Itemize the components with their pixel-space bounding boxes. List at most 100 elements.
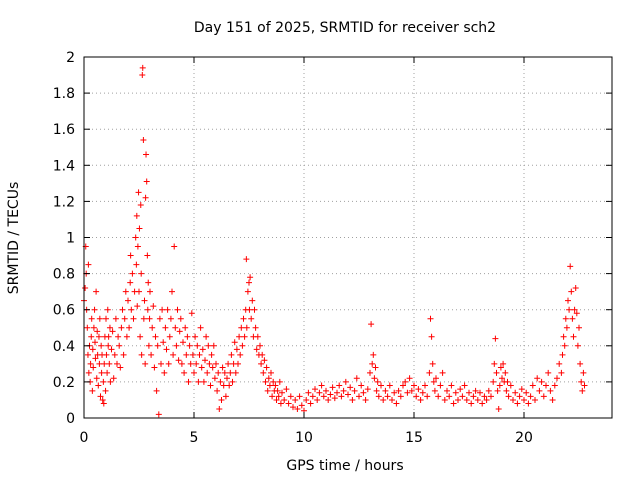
data-point [184,333,191,340]
data-point [187,360,194,367]
data-point [375,393,382,400]
data-point [258,360,265,367]
data-point [146,315,153,322]
data-point [147,288,153,295]
data-point [266,382,273,389]
data-point [240,315,247,322]
data-point [325,396,332,403]
data-point [448,382,455,389]
data-point [561,342,568,349]
data-point [505,393,512,400]
data-point [411,382,417,389]
x-tick-label: 20 [515,430,533,446]
data-point [419,389,426,396]
data-point [536,387,543,394]
data-point [167,315,174,322]
data-point [479,400,486,407]
data-point [408,387,415,394]
data-point [389,396,395,403]
data-point [576,324,582,331]
data-point [543,382,549,389]
data-point [122,288,129,295]
data-point [263,364,270,371]
data-point [500,360,507,367]
data-point [563,324,570,331]
y-tick-label: 0 [66,411,75,427]
data-point [208,351,215,358]
data-point [228,351,235,358]
data-point [495,405,502,412]
data-point [97,393,104,400]
data-point [353,375,360,382]
data-point [235,360,241,367]
data-point [178,360,185,367]
data-point [191,369,197,376]
data-point [521,396,527,403]
data-point [422,382,428,389]
data-point [499,375,505,382]
data-point [85,261,92,268]
data-point [556,360,563,367]
data-point [527,393,534,400]
data-point [139,72,146,79]
y-tick-label: 2 [66,50,75,66]
data-point [573,310,580,317]
data-point [303,396,310,403]
data-point [186,342,193,349]
data-point [490,378,497,385]
data-point [360,389,367,396]
data-point [96,315,103,322]
y-tick-label: 0.4 [53,339,75,355]
data-point [492,335,499,342]
data-point [171,243,178,250]
data-point [305,389,312,396]
data-point [108,346,115,353]
data-point [502,369,509,376]
data-point [424,393,431,400]
data-point [88,315,95,322]
data-point [91,306,98,313]
data-point [130,315,137,322]
data-point [216,405,223,412]
data-point [112,315,119,322]
data-point [277,400,284,407]
data-point [180,339,186,346]
data-point [488,393,494,400]
data-point [491,360,498,367]
data-point [111,351,118,358]
data-point [276,378,283,385]
data-point [260,369,267,376]
data-point [134,303,141,310]
data-point [275,393,282,400]
data-point [290,404,296,411]
data-point [100,378,107,385]
data-point [210,342,217,349]
data-point [140,137,147,144]
data-point [444,387,450,394]
data-point [84,351,91,358]
x-tick-label: 10 [295,430,313,446]
data-point [104,369,111,376]
data-point [430,378,437,385]
data-point [566,306,573,313]
data-point [202,357,208,364]
data-point [433,375,439,382]
data-point [140,315,147,322]
data-point [327,391,334,398]
data-point [161,369,168,376]
data-point [90,364,97,371]
data-point [127,252,134,259]
data-point [497,364,504,371]
data-point [89,346,96,353]
data-point [249,297,256,304]
data-point [294,405,301,412]
data-point [252,324,259,331]
data-point [331,395,338,402]
chart-title: Day 151 of 2025, SRMTID for receiver sch… [194,20,496,36]
data-point [133,212,140,219]
data-point [370,351,377,358]
data-point [349,396,356,403]
data-point [92,339,98,346]
data-point [338,393,345,400]
data-point [241,333,248,340]
